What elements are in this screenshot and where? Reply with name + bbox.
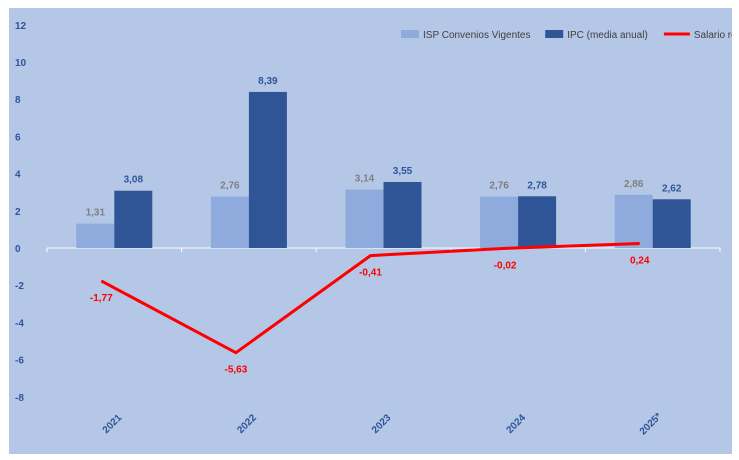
y-tick-label: 4 — [15, 170, 21, 181]
legend-swatch — [545, 30, 564, 38]
bars — [76, 91, 691, 248]
isp-bar — [76, 223, 115, 248]
ipc-bar — [383, 181, 422, 248]
y-tick-label: 0 — [15, 244, 21, 255]
ipc-bar — [114, 190, 153, 248]
ipc-data-label: 2,62 — [662, 183, 682, 194]
chart-svg: 12 10 8 6 4 2 0 -2 -4 -6 -8 2021 2022 2023 2024 2025* 1… — [15, 21, 732, 438]
data-labels: 1,31 2,76 3,14 2,76 2,86 3,08 8,39 3,55 2,78 2,62… — [86, 76, 682, 376]
chart-area: 12 10 8 6 4 2 0 -2 -4 -6 -8 2021 2022 2023 2024 2025* 1… — [9, 8, 732, 454]
isp-bar — [210, 196, 249, 248]
y-tick-label: 10 — [15, 58, 27, 69]
legend-label: IPC (media anual) — [567, 30, 648, 41]
y-tick-label: 2 — [15, 207, 21, 218]
legend-swatch — [401, 30, 419, 38]
salary-data-label: -0,02 — [494, 260, 517, 271]
x-tick-label: 2023 — [370, 412, 394, 436]
x-tick-label: 2024 — [505, 412, 529, 436]
y-tick-label: 6 — [15, 132, 21, 143]
salary-data-label: -0,41 — [359, 268, 382, 279]
isp-data-label: 1,31 — [86, 208, 106, 219]
ipc-bar — [518, 196, 557, 248]
salary-data-label: -1,77 — [90, 293, 113, 304]
y-tick-label: -4 — [15, 318, 24, 329]
x-tick-label: 2025* — [638, 411, 664, 437]
y-tick-label: 8 — [15, 95, 21, 106]
y-tick-label: -2 — [15, 281, 24, 292]
isp-bar — [480, 196, 519, 248]
isp-data-label: 3,14 — [355, 174, 375, 185]
y-tick-label: -8 — [15, 393, 24, 404]
isp-data-label: 2,76 — [220, 181, 240, 192]
x-tick-label: 2022 — [235, 412, 259, 436]
isp-data-label: 2,76 — [489, 181, 509, 192]
salary-data-label: 0,24 — [630, 256, 650, 267]
ipc-data-label: 3,08 — [124, 175, 144, 186]
x-tick-label: 2021 — [101, 412, 125, 436]
isp-bar — [345, 189, 384, 248]
salary-data-label: -5,63 — [225, 365, 248, 376]
y-tick-label: 12 — [15, 21, 27, 32]
ipc-data-label: 2,78 — [527, 180, 547, 191]
ipc-data-label: 8,39 — [258, 76, 278, 87]
legend: ISP Convenios Vigentes IPC (media anual) S… — [401, 30, 732, 41]
isp-bar — [614, 194, 653, 248]
y-tick-label: -6 — [15, 356, 24, 367]
isp-data-label: 2,86 — [624, 179, 644, 190]
legend-label: Salario real — [694, 30, 732, 41]
ipc-bar — [248, 91, 287, 248]
ipc-bar — [652, 199, 691, 248]
salary-line — [100, 242, 640, 355]
salary-line-path — [100, 242, 640, 355]
ipc-data-label: 3,55 — [393, 166, 413, 177]
legend-label: ISP Convenios Vigentes — [423, 30, 530, 41]
